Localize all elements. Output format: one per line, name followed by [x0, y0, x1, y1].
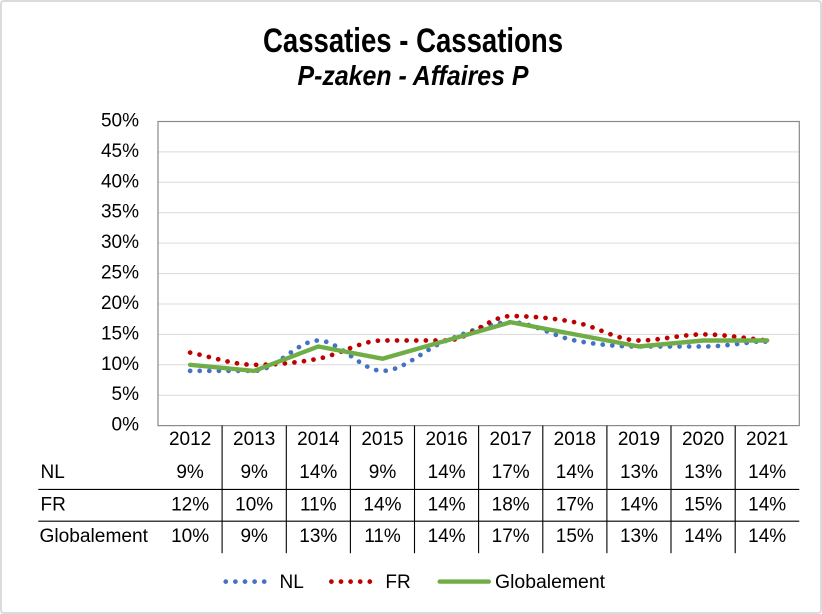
svg-text:45%: 45% [101, 141, 139, 162]
svg-text:FR: FR [385, 572, 410, 593]
svg-text:14%: 14% [428, 462, 466, 483]
svg-text:14%: 14% [299, 462, 337, 483]
svg-text:10%: 10% [171, 526, 209, 547]
svg-text:14%: 14% [620, 495, 658, 516]
svg-text:2013: 2013 [233, 429, 275, 450]
svg-text:2018: 2018 [554, 429, 596, 450]
svg-text:15%: 15% [101, 323, 139, 344]
svg-text:13%: 13% [684, 462, 722, 483]
svg-text:12%: 12% [171, 495, 209, 516]
svg-text:14%: 14% [748, 526, 786, 547]
svg-text:10%: 10% [235, 495, 273, 516]
svg-text:10%: 10% [101, 354, 139, 375]
svg-text:14%: 14% [363, 495, 401, 516]
svg-text:14%: 14% [428, 495, 466, 516]
svg-text:13%: 13% [620, 526, 658, 547]
svg-text:9%: 9% [240, 526, 268, 547]
svg-text:2016: 2016 [425, 429, 467, 450]
svg-text:9%: 9% [240, 462, 268, 483]
svg-text:9%: 9% [176, 462, 204, 483]
svg-text:30%: 30% [101, 232, 139, 253]
svg-text:14%: 14% [684, 526, 722, 547]
svg-text:FR: FR [41, 495, 66, 516]
svg-text:17%: 17% [492, 526, 530, 547]
svg-text:17%: 17% [492, 462, 530, 483]
svg-text:2015: 2015 [361, 429, 403, 450]
svg-text:18%: 18% [492, 495, 530, 516]
svg-text:Globalement: Globalement [495, 572, 606, 593]
svg-text:15%: 15% [684, 495, 722, 516]
svg-text:2020: 2020 [682, 429, 724, 450]
svg-text:11%: 11% [364, 526, 401, 547]
svg-text:15%: 15% [556, 526, 594, 547]
svg-text:35%: 35% [101, 202, 139, 223]
svg-text:2014: 2014 [297, 429, 340, 450]
svg-text:5%: 5% [112, 384, 140, 405]
svg-text:17%: 17% [556, 495, 594, 516]
svg-text:50%: 50% [101, 111, 139, 132]
svg-text:14%: 14% [748, 462, 786, 483]
svg-text:13%: 13% [299, 526, 337, 547]
svg-text:2017: 2017 [490, 429, 532, 450]
svg-text:13%: 13% [620, 462, 658, 483]
svg-text:20%: 20% [101, 293, 139, 314]
svg-text:0%: 0% [112, 415, 140, 436]
svg-text:40%: 40% [101, 171, 139, 192]
svg-text:14%: 14% [428, 526, 466, 547]
svg-text:14%: 14% [748, 495, 786, 516]
svg-text:2012: 2012 [169, 429, 211, 450]
svg-text:NL: NL [41, 462, 65, 483]
svg-text:9%: 9% [369, 462, 397, 483]
svg-text:25%: 25% [101, 263, 139, 284]
svg-text:14%: 14% [556, 462, 594, 483]
svg-text:2019: 2019 [618, 429, 660, 450]
svg-text:2021: 2021 [746, 429, 788, 450]
svg-text:NL: NL [280, 572, 304, 593]
svg-text:11%: 11% [300, 495, 337, 516]
svg-text:Globalement: Globalement [40, 526, 149, 547]
